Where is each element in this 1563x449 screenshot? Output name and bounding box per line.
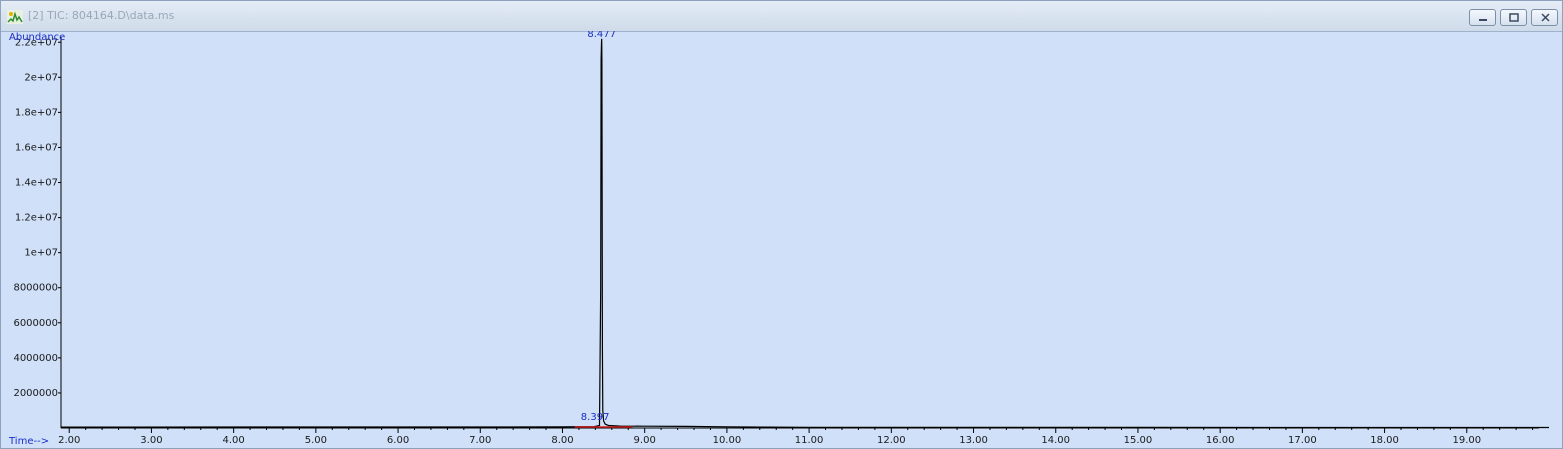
close-button[interactable]: [1531, 9, 1558, 26]
x-tick-label: 7.00: [469, 435, 491, 446]
y-tick-label: 4000000: [13, 353, 58, 364]
x-tick-label: 3.00: [140, 435, 162, 446]
x-tick-label: 16.00: [1206, 435, 1235, 446]
x-tick-label: 10.00: [713, 435, 742, 446]
x-tick-label: 14.00: [1041, 435, 1070, 446]
y-tick-label: 6000000: [13, 318, 58, 329]
x-tick-label: 17.00: [1288, 435, 1317, 446]
y-tick-label: 2000000: [13, 388, 58, 399]
y-tick-label: 1e+07: [24, 248, 58, 259]
x-tick-label: 8.00: [551, 435, 573, 446]
y-tick-label: 8000000: [13, 283, 58, 294]
x-tick-label: 13.00: [959, 435, 988, 446]
chromatogram-app-icon: [7, 10, 23, 24]
y-tick-label: 2e+07: [24, 72, 58, 83]
y-axis-label: Abundance: [9, 32, 65, 43]
peak-label: 8.477: [587, 31, 616, 40]
x-tick-label: 12.00: [877, 435, 906, 446]
title-bar[interactable]: [2] TIC: 804164.D\data.ms: [1, 1, 1562, 32]
y-tick-label: 1.2e+07: [15, 213, 58, 224]
chromatogram-plot[interactable]: 2000000 4000000 6000000 8000000 1e+07 1.2e+07…: [1, 31, 1562, 448]
peak-label: 8.397: [581, 412, 610, 423]
x-tick-label: 9.00: [634, 435, 656, 446]
close-icon: [1541, 13, 1550, 22]
restore-button[interactable]: [1500, 9, 1527, 26]
y-tick-label: 1.6e+07: [15, 142, 58, 153]
x-tick-label: 4.00: [223, 435, 245, 446]
x-axis-label: Time-->: [8, 436, 49, 447]
x-tick-label: 6.00: [387, 435, 409, 446]
x-tick-label: 19.00: [1452, 435, 1481, 446]
restore-icon: [1509, 13, 1519, 22]
window-title: [2] TIC: 804164.D\data.ms: [28, 9, 175, 22]
x-tick-label: 15.00: [1124, 435, 1153, 446]
minimize-button[interactable]: [1469, 9, 1496, 26]
minimize-icon: [1479, 19, 1487, 21]
x-tick-label: 18.00: [1370, 435, 1399, 446]
y-tick-label: 2.2e+07: [15, 37, 58, 48]
tic-trace-line: [60, 38, 1550, 429]
y-tick-label: 1.8e+07: [15, 107, 58, 118]
x-tick-label: 2.00: [58, 435, 80, 446]
x-tick-label: 5.00: [305, 435, 327, 446]
x-tick-label: 11.00: [795, 435, 824, 446]
y-tick-label: 1.4e+07: [15, 178, 58, 189]
